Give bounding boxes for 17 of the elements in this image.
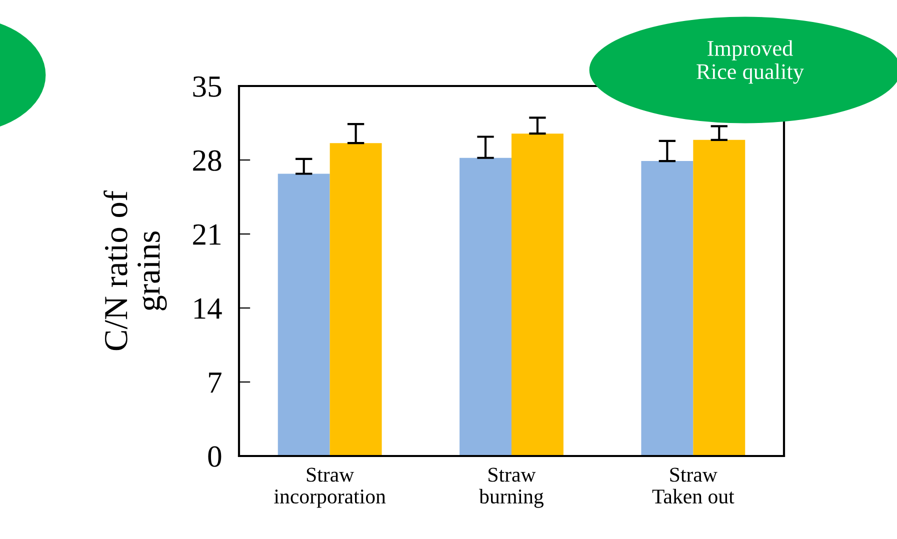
bar (693, 140, 746, 456)
bar (641, 161, 694, 456)
x-tick-label: Straw burning (479, 468, 544, 508)
y-tick-label: 7 (209, 372, 222, 393)
y-tick-label: 0 (208, 446, 222, 467)
bar (278, 174, 330, 456)
x-tick-label: Straw Taken out (652, 468, 734, 504)
y-tick-label: 14 (194, 298, 222, 319)
x-tick-label: Straw incorporation (274, 468, 386, 508)
y-tick-label: 35 (193, 76, 222, 97)
text: Improved Rice quality (696, 40, 804, 84)
bar (330, 143, 382, 456)
bar (460, 158, 512, 456)
y-tick-label: 28 (193, 150, 222, 171)
y-axis-title: C/N ratio of grains (104, 190, 167, 350)
bar (512, 134, 564, 456)
y-tick-label: 21 (193, 224, 220, 245)
